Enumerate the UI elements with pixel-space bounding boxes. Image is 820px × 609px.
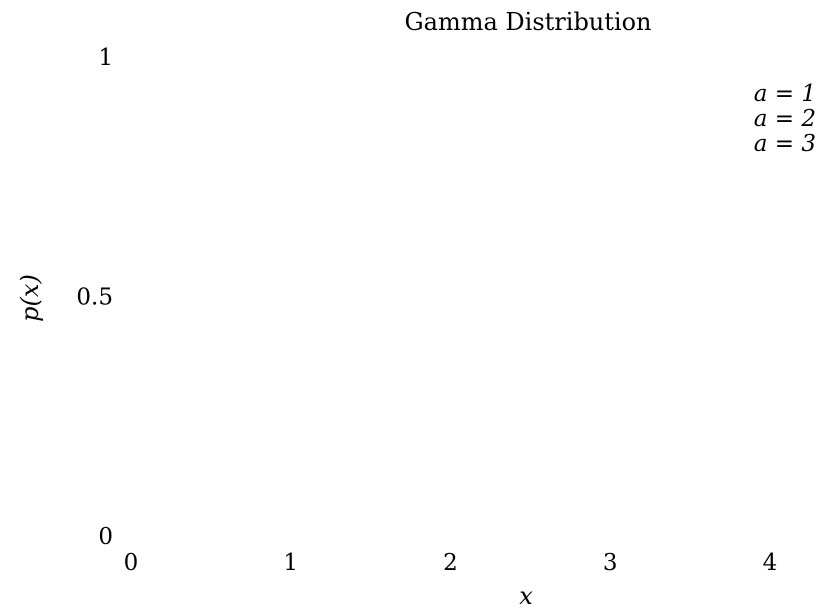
legend-entry: a = 1 <box>754 81 816 107</box>
legend: a = 1a = 2a = 3 <box>754 81 816 157</box>
chart-title: Gamma Distribution <box>404 8 651 36</box>
x-tick-label: 2 <box>443 550 458 576</box>
y-tick-label: 1 <box>98 45 113 71</box>
y-axis-ticks: 00.51 <box>76 45 113 550</box>
y-axis-label: p(x) <box>16 274 44 322</box>
y-tick-label: 0 <box>98 524 113 550</box>
legend-entry: a = 3 <box>754 131 816 157</box>
x-tick-label: 1 <box>283 550 298 576</box>
x-tick-label: 4 <box>763 550 778 576</box>
x-tick-label: 3 <box>603 550 618 576</box>
x-axis-ticks: 0 1 2 3 4 <box>124 550 778 576</box>
y-tick-label: 0.5 <box>76 285 113 311</box>
legend-entry: a = 2 <box>754 106 816 132</box>
x-axis-label: x <box>519 582 533 609</box>
x-tick-label: 0 <box>124 550 139 576</box>
